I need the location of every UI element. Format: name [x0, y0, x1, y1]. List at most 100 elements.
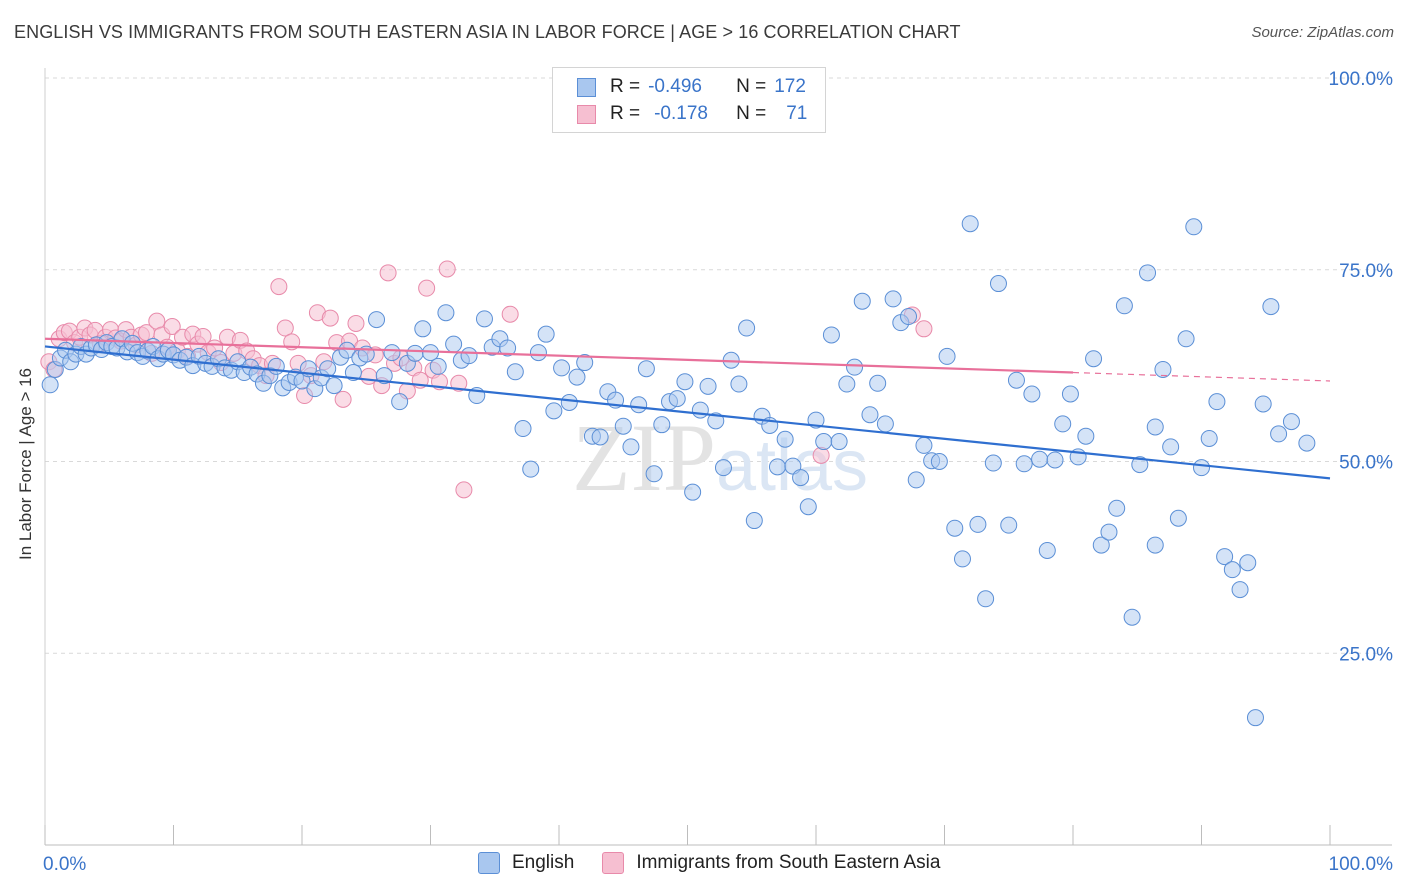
english-point: [1023, 385, 1041, 403]
english-point: [714, 459, 732, 477]
immigrants-point: [450, 374, 468, 392]
english-point: [506, 363, 524, 381]
english-point: [1092, 536, 1110, 554]
english-point: [499, 339, 517, 357]
series-legend: English Immigrants from South Eastern As…: [478, 852, 968, 874]
english-point: [730, 375, 748, 393]
english-point: [1000, 516, 1018, 534]
english-point: [325, 377, 343, 395]
immigrants-point: [455, 481, 473, 499]
english-point: [876, 415, 894, 433]
english-point: [869, 374, 887, 392]
legend-r-label: R =: [610, 76, 641, 97]
english-point: [1223, 561, 1241, 579]
english-point: [668, 390, 686, 408]
english-point: [319, 360, 337, 378]
english-point: [1298, 434, 1316, 452]
english-point: [429, 357, 447, 375]
english-point: [1061, 385, 1079, 403]
english-point: [344, 364, 362, 382]
english-point: [776, 430, 794, 448]
english-point: [1131, 456, 1149, 474]
english-point: [699, 377, 717, 395]
legend-r-value: -0.496: [648, 76, 702, 97]
english-point: [815, 433, 833, 451]
english-point: [907, 471, 925, 489]
english-point: [1193, 459, 1210, 477]
immigrants-point: [347, 314, 365, 332]
english-legend-label: English: [512, 852, 575, 873]
immigrants-point: [276, 319, 294, 337]
legend-item-english[interactable]: English: [478, 852, 574, 874]
immigrants-point: [270, 278, 288, 296]
english-point: [1185, 218, 1203, 236]
english-point: [645, 465, 663, 483]
english-point: [1162, 438, 1180, 456]
immigrants-trend-extension: [1072, 371, 1331, 382]
english-point: [691, 401, 709, 419]
english-point: [745, 512, 763, 530]
immigrants-point: [321, 309, 339, 327]
english-point: [653, 416, 671, 434]
y-tick-label: 75.0%: [1339, 261, 1393, 282]
english-point: [861, 406, 879, 424]
english-point: [977, 590, 995, 608]
english-point: [1231, 581, 1249, 599]
y-tick-label: 25.0%: [1339, 644, 1393, 665]
english-point: [1046, 451, 1064, 469]
y-tick-labels: 25.0% 50.0% 75.0% 100.0%: [1329, 69, 1394, 665]
immigrants-point: [438, 260, 456, 278]
english-point: [1115, 297, 1133, 315]
english-point: [1177, 330, 1195, 348]
english-point: [553, 359, 571, 377]
english-point: [1239, 554, 1257, 572]
english-point: [1015, 455, 1033, 473]
english-point: [1108, 499, 1126, 517]
legend-row-immigrants: R = -0.178 N = 71: [577, 102, 807, 126]
english-point: [961, 215, 979, 233]
english-point: [938, 347, 956, 365]
english-point: [1038, 541, 1056, 559]
english-point: [1100, 523, 1118, 541]
english-point: [884, 290, 902, 308]
axes: [44, 68, 1392, 846]
english-point: [930, 453, 948, 470]
english-point: [768, 458, 786, 476]
english-point: [1208, 393, 1226, 411]
english-point: [946, 519, 964, 537]
immigrants-point: [163, 318, 181, 336]
english-point: [1262, 298, 1280, 316]
english-point: [437, 304, 455, 322]
english-point: [41, 376, 59, 394]
y-tick-label: 100.0%: [1329, 69, 1394, 90]
english-point: [406, 344, 424, 362]
legend-item-immigrants[interactable]: Immigrants from South Eastern Asia: [602, 852, 940, 874]
english-point: [1169, 509, 1187, 527]
chart-title: ENGLISH VS IMMIGRANTS FROM SOUTH EASTERN…: [14, 22, 961, 42]
english-point: [568, 368, 586, 386]
legend-r-value: -0.178: [654, 103, 708, 124]
english-point: [445, 335, 463, 353]
source-note: Source: ZipAtlas.com: [1251, 24, 1394, 41]
immigrants-point: [379, 264, 397, 282]
english-point: [792, 469, 810, 487]
immigrants-point: [812, 446, 830, 464]
english-swatch: [577, 77, 596, 97]
english-point: [375, 367, 393, 385]
english-point: [1031, 450, 1049, 468]
english-point: [1054, 415, 1072, 433]
english-point: [738, 319, 756, 337]
english-legend-swatch: [478, 852, 500, 874]
english-point: [676, 373, 694, 391]
english-point: [622, 438, 640, 456]
immigrants-point: [915, 320, 933, 338]
english-point: [989, 275, 1007, 293]
english-point: [1085, 350, 1103, 368]
immigrants-point: [501, 305, 519, 323]
legend-r-label: R =: [610, 103, 641, 124]
immigrants-point: [418, 279, 436, 297]
english-point: [514, 420, 532, 438]
english-point: [1146, 418, 1164, 436]
english-point: [545, 402, 563, 420]
